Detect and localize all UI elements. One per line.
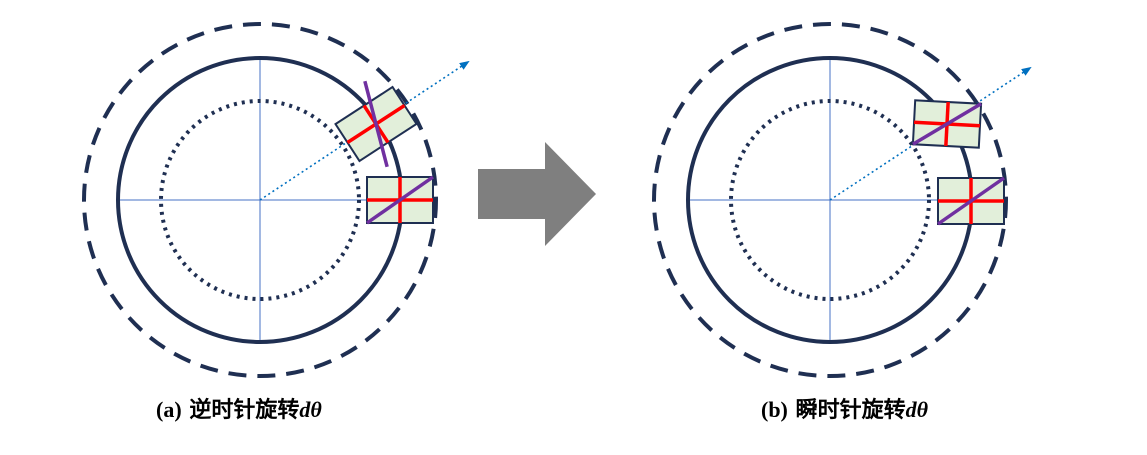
caption-math: dθ <box>905 397 928 422</box>
caption-b: (b) 瞬时针旋转dθ <box>761 394 928 426</box>
transition-arrow <box>478 142 596 246</box>
inner-dotted-circle <box>729 99 931 301</box>
axis-element <box>365 175 435 225</box>
outer-dashed-circle <box>82 22 438 378</box>
outer-dashed-circle <box>652 22 1008 378</box>
caption-a: (a) 逆时针旋转dθ <box>156 394 322 426</box>
caption-label: (b) <box>761 397 788 422</box>
radial-arrow <box>259 60 470 201</box>
caption-text: 瞬时针旋转 <box>795 397 906 423</box>
diagonal-line <box>912 102 982 146</box>
panel-a <box>82 22 470 378</box>
inner-dotted-circle <box>159 99 361 301</box>
translated-element <box>911 99 983 149</box>
diagonal-line <box>363 80 389 168</box>
rotated-element <box>334 80 418 168</box>
caption-label: (a) <box>156 397 182 422</box>
panel-b <box>652 22 1032 378</box>
diagonal-line <box>936 176 1006 226</box>
axis-element <box>936 176 1006 226</box>
caption-text: 逆时针旋转 <box>189 397 300 423</box>
caption-math: dθ <box>299 397 322 422</box>
diagonal-line <box>365 175 435 225</box>
